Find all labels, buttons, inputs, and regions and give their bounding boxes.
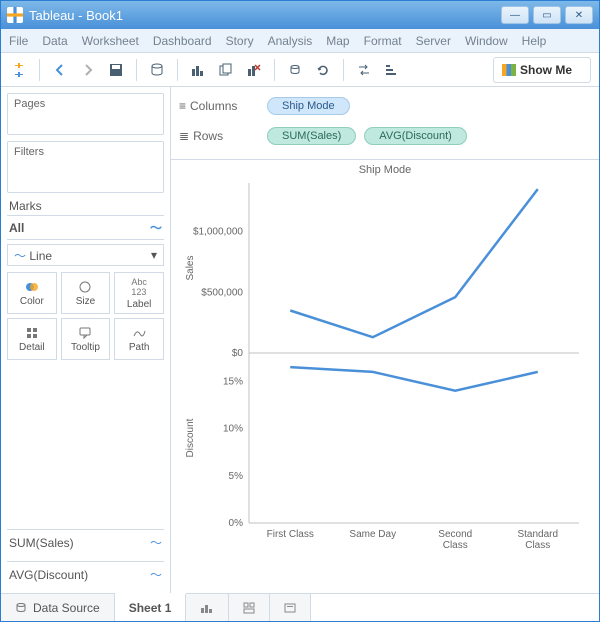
svg-text:Second: Second: [438, 529, 472, 540]
columns-shelf[interactable]: ≡Columns Ship Mode: [179, 93, 591, 119]
marks-measure-discount[interactable]: AVG(Discount)〜: [7, 561, 164, 587]
svg-text:$1,000,000: $1,000,000: [193, 227, 243, 238]
chart-area: Ship Mode $0 $500,000 $1,000,000 Sales 0% 5% 1…: [171, 160, 599, 593]
filters-shelf[interactable]: Filters: [7, 141, 164, 193]
toolbar: Show Me: [1, 53, 599, 87]
chart-svg: $0 $500,000 $1,000,000 Sales 0% 5% 10% 15% Disco…: [179, 178, 589, 568]
rows-shelf[interactable]: ≣Rows SUM(Sales) AVG(Discount): [179, 123, 591, 149]
marks-header: Marks: [7, 199, 164, 213]
tab-sheet1[interactable]: Sheet 1: [115, 593, 187, 621]
bottom-tabs: Data Source Sheet 1: [1, 593, 599, 621]
new-story-tab[interactable]: [270, 594, 311, 621]
svg-text:$500,000: $500,000: [201, 287, 243, 298]
marks-path[interactable]: Path: [114, 318, 164, 360]
svg-text:Sales: Sales: [185, 255, 196, 280]
menubar: File Data Worksheet Dashboard Story Anal…: [1, 29, 599, 53]
minimize-button[interactable]: —: [501, 6, 529, 24]
marks-label[interactable]: Abc123Label: [114, 272, 164, 314]
menu-window[interactable]: Window: [465, 34, 508, 48]
svg-text:Class: Class: [525, 540, 550, 551]
pill-shipmode[interactable]: Ship Mode: [267, 97, 350, 115]
close-button[interactable]: ✕: [565, 6, 593, 24]
svg-text:Same Day: Same Day: [349, 529, 396, 540]
marks-color[interactable]: Color: [7, 272, 57, 314]
menu-file[interactable]: File: [9, 34, 28, 48]
clear-button[interactable]: [242, 58, 266, 82]
menu-story[interactable]: Story: [226, 34, 254, 48]
swap-button[interactable]: [352, 58, 376, 82]
autoupdate-button[interactable]: [283, 58, 307, 82]
left-pane: Pages Filters Marks All〜 〜 Line▾ Color S…: [1, 87, 171, 593]
menu-dashboard[interactable]: Dashboard: [153, 34, 212, 48]
marks-tooltip[interactable]: Tooltip: [61, 318, 111, 360]
menu-worksheet[interactable]: Worksheet: [82, 34, 139, 48]
menu-help[interactable]: Help: [522, 34, 547, 48]
menu-data[interactable]: Data: [42, 34, 67, 48]
forward-button[interactable]: [76, 58, 100, 82]
svg-text:Discount: Discount: [185, 418, 196, 457]
svg-text:$0: $0: [232, 348, 244, 359]
svg-text:15%: 15%: [223, 376, 243, 387]
menu-format[interactable]: Format: [364, 34, 402, 48]
back-button[interactable]: [48, 58, 72, 82]
showme-button[interactable]: Show Me: [493, 57, 591, 83]
marks-size[interactable]: Size: [61, 272, 111, 314]
pill-sumsales[interactable]: SUM(Sales): [267, 127, 356, 145]
window-title: Tableau - Book1: [29, 8, 123, 23]
marks-detail[interactable]: Detail: [7, 318, 57, 360]
new-dashboard-tab[interactable]: [229, 594, 270, 621]
svg-text:0%: 0%: [229, 518, 244, 529]
columns-icon: ≡: [179, 99, 186, 113]
sort-button[interactable]: [380, 58, 404, 82]
rows-icon: ≣: [179, 129, 189, 143]
marks-measure-sales[interactable]: SUM(Sales)〜: [7, 529, 164, 555]
save-button[interactable]: [104, 58, 128, 82]
refresh-button[interactable]: [311, 58, 335, 82]
duplicate-button[interactable]: [214, 58, 238, 82]
tableau-logo-icon[interactable]: [7, 58, 31, 82]
svg-text:First Class: First Class: [267, 529, 314, 540]
maximize-button[interactable]: ▭: [533, 6, 561, 24]
svg-text:5%: 5%: [229, 471, 244, 482]
svg-text:Class: Class: [443, 540, 468, 551]
new-worksheet-tab[interactable]: [186, 594, 229, 621]
app-icon: [7, 7, 23, 23]
menu-server[interactable]: Server: [416, 34, 451, 48]
svg-text:10%: 10%: [223, 424, 243, 435]
menu-analysis[interactable]: Analysis: [268, 34, 313, 48]
datasource-button[interactable]: [145, 58, 169, 82]
titlebar: Tableau - Book1 — ▭ ✕: [1, 1, 599, 29]
pages-shelf[interactable]: Pages: [7, 93, 164, 135]
chart-title: Ship Mode: [179, 164, 591, 176]
marktype-select[interactable]: 〜 Line▾: [7, 244, 164, 266]
svg-text:Standard: Standard: [517, 529, 558, 540]
menu-map[interactable]: Map: [326, 34, 349, 48]
pill-avgdiscount[interactable]: AVG(Discount): [364, 127, 467, 145]
new-worksheet-button[interactable]: [186, 58, 210, 82]
marks-all[interactable]: All〜: [7, 215, 164, 240]
tab-datasource[interactable]: Data Source: [1, 594, 115, 621]
